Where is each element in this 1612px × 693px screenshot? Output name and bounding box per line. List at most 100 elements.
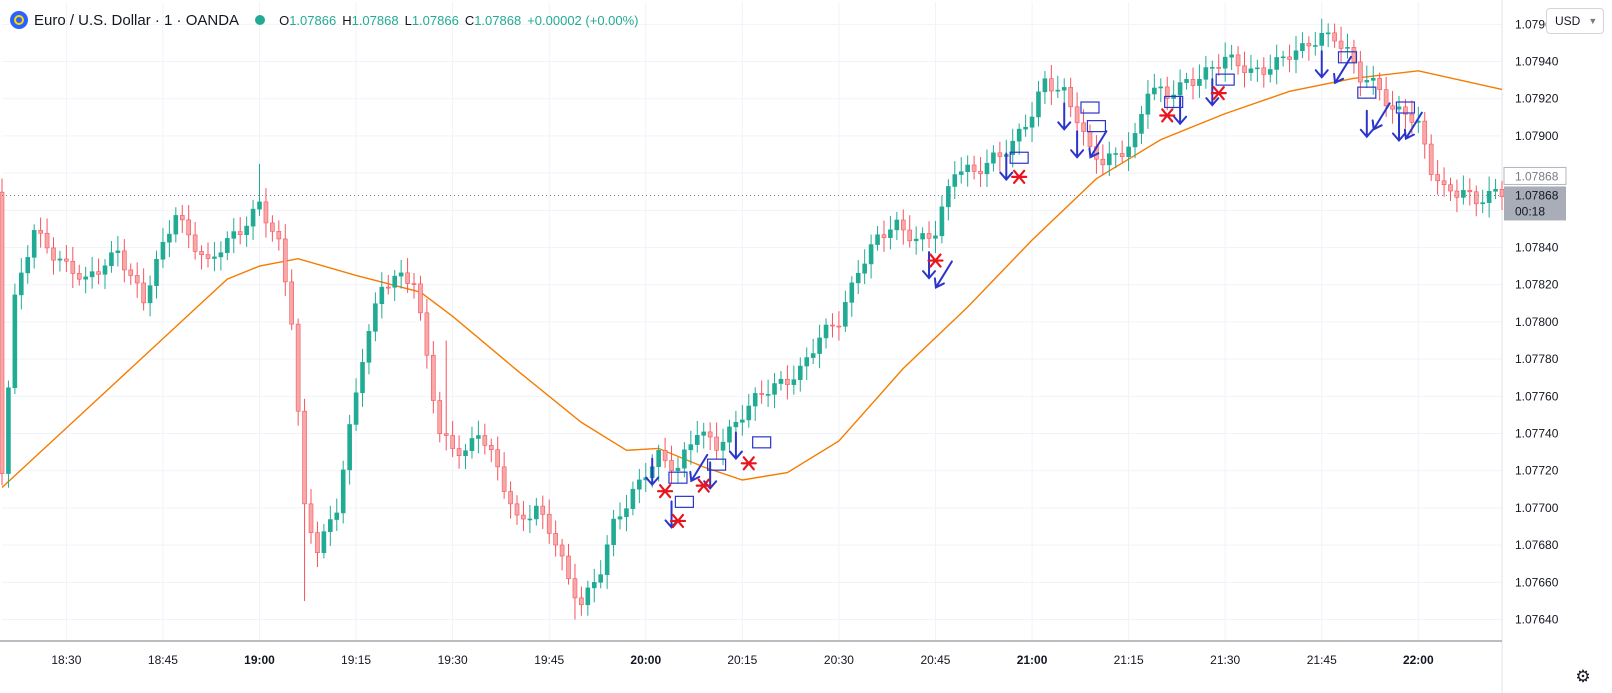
y-tick-label: 1.07680 [1515, 538, 1559, 552]
candle-body [656, 450, 661, 468]
candle-body [540, 505, 546, 515]
candle-body [830, 324, 835, 327]
slanted-arrow-marker [1333, 55, 1353, 85]
candle-body [1229, 54, 1234, 58]
candle-body [141, 282, 146, 304]
x-tick-label: 21:00 [1017, 653, 1048, 667]
candle-body [1132, 133, 1138, 148]
signal-box-marker [1086, 120, 1107, 133]
candle-body [1390, 105, 1395, 110]
candle-body [373, 303, 378, 332]
candle-body [205, 254, 211, 259]
star-marker [669, 513, 687, 529]
star-marker [656, 484, 674, 499]
candle-body [1480, 202, 1485, 205]
candle-body [675, 467, 681, 472]
market-status-icon[interactable] [255, 15, 266, 25]
candle-body [1081, 122, 1086, 132]
candle-body [218, 252, 224, 258]
candle-body [1499, 189, 1505, 197]
candle-body [1049, 78, 1054, 92]
candle-body [862, 263, 867, 274]
candle-body [1370, 77, 1376, 81]
x-tick-label: 19:15 [341, 653, 371, 667]
prev-close-label-box [1503, 166, 1567, 185]
candle-body [1454, 190, 1460, 198]
candle-body [759, 393, 764, 395]
last-price-label-box [1504, 186, 1566, 221]
candle-body [572, 578, 578, 599]
candle-body [1184, 79, 1189, 83]
candle-body [514, 503, 520, 516]
y-tick-label: 1.07820 [1515, 278, 1559, 292]
moving-average-line [1, 70, 1503, 489]
candle-body [720, 441, 726, 451]
candle-body [308, 503, 314, 533]
candle-body [946, 186, 951, 208]
candle-body [1061, 87, 1067, 91]
down-arrow-marker [1057, 102, 1072, 131]
currency-button[interactable]: USD ▼ [1546, 8, 1604, 34]
candle-body [958, 171, 964, 175]
candle-body [186, 219, 191, 236]
gear-icon[interactable]: ⚙ [1575, 667, 1591, 686]
y-tick-label: 1.07920 [1515, 92, 1559, 106]
candle-body [694, 435, 700, 445]
candle-body [701, 431, 707, 436]
candle-body [1203, 67, 1209, 80]
candle-body [295, 323, 301, 412]
down-arrow-marker [1314, 50, 1329, 79]
candle-body [1461, 190, 1466, 198]
signal-box-marker [1080, 101, 1100, 114]
candle-body [469, 438, 475, 451]
candle-body [173, 215, 179, 235]
candle-body [321, 531, 327, 553]
candle-body [31, 230, 37, 258]
symbol-title[interactable]: Euro / U.S. Dollar · 1 · OANDA [34, 11, 240, 29]
candle-body [424, 312, 430, 356]
down-arrow-marker [999, 152, 1014, 182]
candle-body [270, 222, 275, 232]
candle-body [282, 238, 288, 283]
x-tick-label: 19:45 [534, 653, 564, 667]
signal-box-marker [1009, 151, 1029, 164]
y-tick-label: 1.07740 [1515, 427, 1559, 441]
down-arrow-marker [728, 431, 743, 461]
signal-box-marker [1215, 73, 1235, 86]
candle-body [450, 435, 455, 449]
candle-body [727, 426, 732, 443]
candle-body [778, 378, 784, 384]
down-arrow-marker [922, 251, 937, 280]
candle-body [804, 357, 810, 367]
candle-body [765, 394, 771, 396]
candle-body [167, 233, 172, 243]
candle-body [437, 400, 443, 435]
candle-body [250, 208, 256, 227]
candle-body [926, 233, 932, 239]
candle-body [1403, 106, 1408, 115]
high-key: H [342, 12, 352, 28]
candle-body [933, 235, 938, 239]
candle-body [630, 488, 636, 509]
candle-body [1036, 91, 1041, 118]
candle-body [392, 275, 398, 288]
candle-body [772, 383, 777, 395]
x-tick-label: 19:00 [244, 653, 275, 667]
candle-body [1126, 146, 1131, 158]
y-tick-label: 1.07840 [1515, 241, 1559, 255]
y-tick-label: 1.07780 [1515, 352, 1559, 366]
candle-body [1280, 56, 1286, 59]
slanted-arrow-marker [1371, 102, 1391, 131]
candle-body [1145, 93, 1151, 115]
candle-body [952, 174, 958, 187]
candle-body [682, 449, 687, 469]
x-tick-label: 21:15 [1114, 653, 1144, 667]
star-marker [740, 456, 757, 471]
candle-body [1261, 67, 1267, 75]
candle-body [1087, 131, 1093, 147]
prev-close-label: 1.07868 [1515, 169, 1559, 183]
eurusd-flag-icon[interactable] [10, 11, 28, 29]
candle-body [611, 518, 616, 546]
